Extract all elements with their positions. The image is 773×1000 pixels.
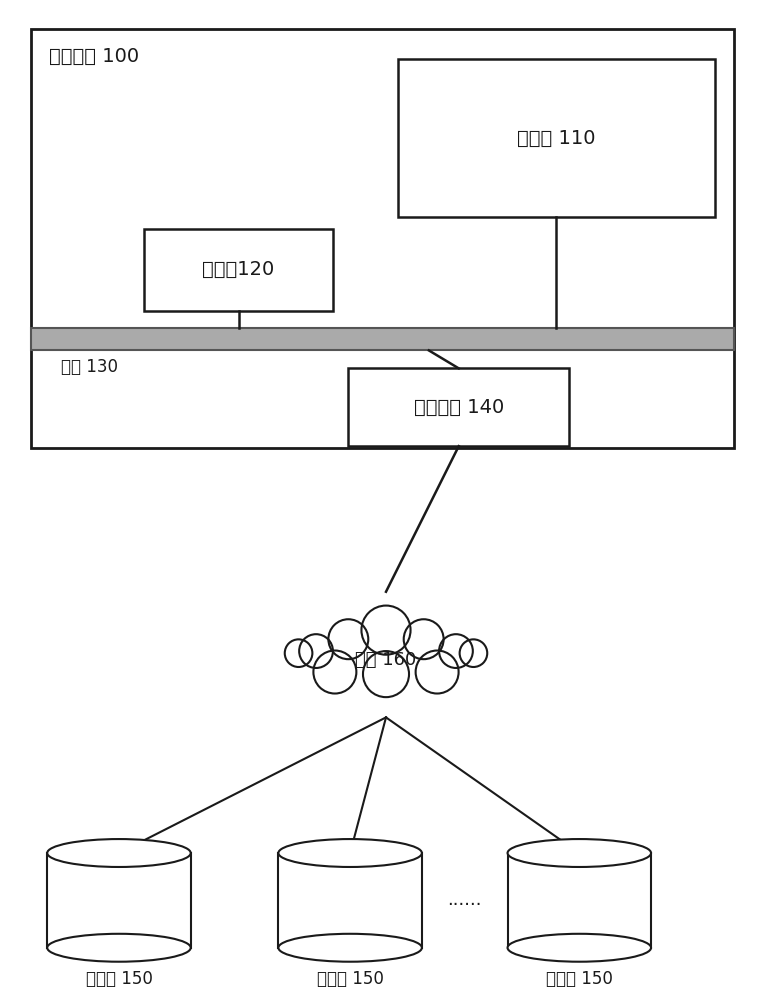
Circle shape <box>329 619 368 659</box>
Ellipse shape <box>508 839 651 867</box>
Circle shape <box>299 634 333 668</box>
Ellipse shape <box>508 934 651 962</box>
Ellipse shape <box>278 839 422 867</box>
Bar <box>398 59 715 217</box>
Text: 电子设备 100: 电子设备 100 <box>49 47 139 66</box>
Text: 数据库 150: 数据库 150 <box>546 970 613 988</box>
Bar <box>144 229 333 311</box>
Bar <box>47 853 191 948</box>
Circle shape <box>362 606 410 655</box>
Text: 存储器 110: 存储器 110 <box>517 129 596 148</box>
Circle shape <box>313 651 356 694</box>
Bar <box>508 853 651 948</box>
Circle shape <box>460 639 487 667</box>
Circle shape <box>404 619 444 659</box>
Text: 总线 130: 总线 130 <box>61 358 118 376</box>
Text: 处理器120: 处理器120 <box>203 260 274 279</box>
Bar <box>31 29 734 448</box>
Ellipse shape <box>47 839 191 867</box>
Ellipse shape <box>278 934 422 962</box>
Bar <box>31 328 734 350</box>
Text: ......: ...... <box>448 891 482 909</box>
Bar <box>348 368 570 446</box>
Text: 接入设备 140: 接入设备 140 <box>414 398 504 417</box>
Circle shape <box>439 634 473 668</box>
Circle shape <box>416 651 458 694</box>
Circle shape <box>284 639 312 667</box>
Text: 数据库 150: 数据库 150 <box>317 970 383 988</box>
Text: 网络 160: 网络 160 <box>356 651 417 669</box>
Text: 数据库 150: 数据库 150 <box>86 970 152 988</box>
Ellipse shape <box>47 934 191 962</box>
Circle shape <box>363 651 409 697</box>
Bar <box>278 853 422 948</box>
